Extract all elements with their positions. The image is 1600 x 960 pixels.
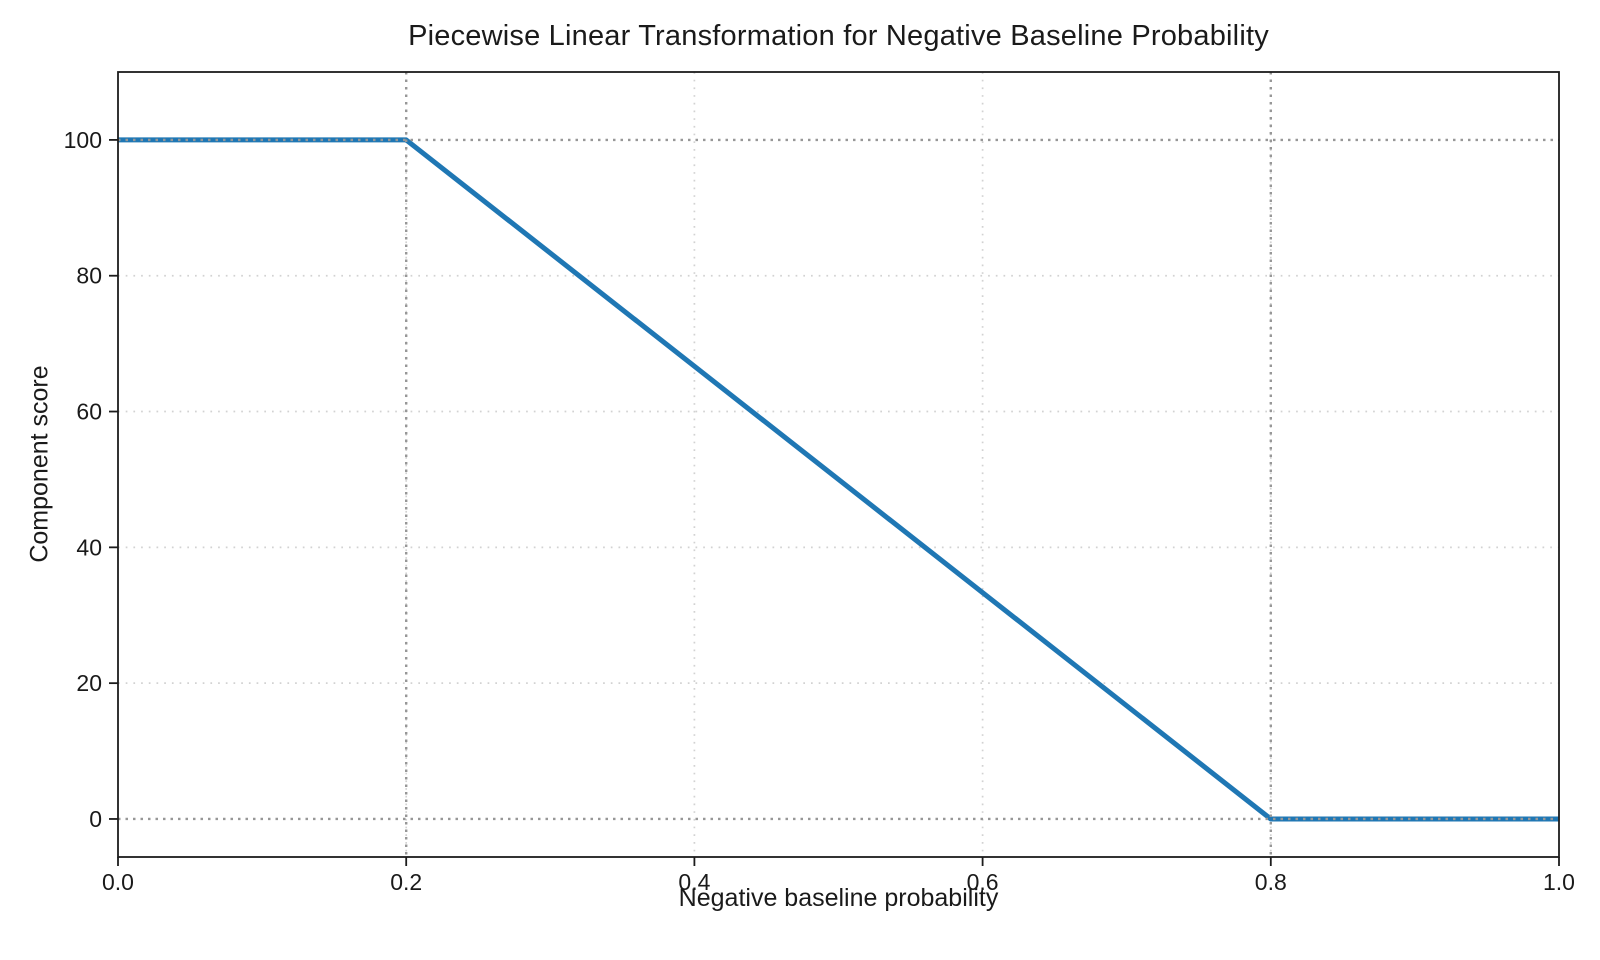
x-tick-label: 1.0: [1543, 869, 1575, 895]
chart-title: Piecewise Linear Transformation for Nega…: [408, 20, 1269, 52]
y-tick-label: 40: [76, 534, 102, 560]
x-tick-label: 0.4: [678, 869, 710, 895]
axes-frame: [117, 71, 1560, 858]
x-tick-label: 0.2: [390, 869, 422, 895]
y-tick-label: 60: [76, 399, 102, 425]
y-tick-label: 80: [76, 263, 102, 289]
x-tick-label: 0.6: [967, 869, 999, 895]
y-tick-label: 0: [89, 806, 102, 832]
x-tick-label: 0.0: [102, 869, 134, 895]
y-tick-label: 20: [76, 670, 102, 696]
series-line: [118, 137, 1559, 822]
x-tick-label: 0.8: [1255, 869, 1287, 895]
y-tick-label: 100: [64, 127, 102, 153]
x-axis-label: Negative baseline probability: [678, 884, 999, 912]
